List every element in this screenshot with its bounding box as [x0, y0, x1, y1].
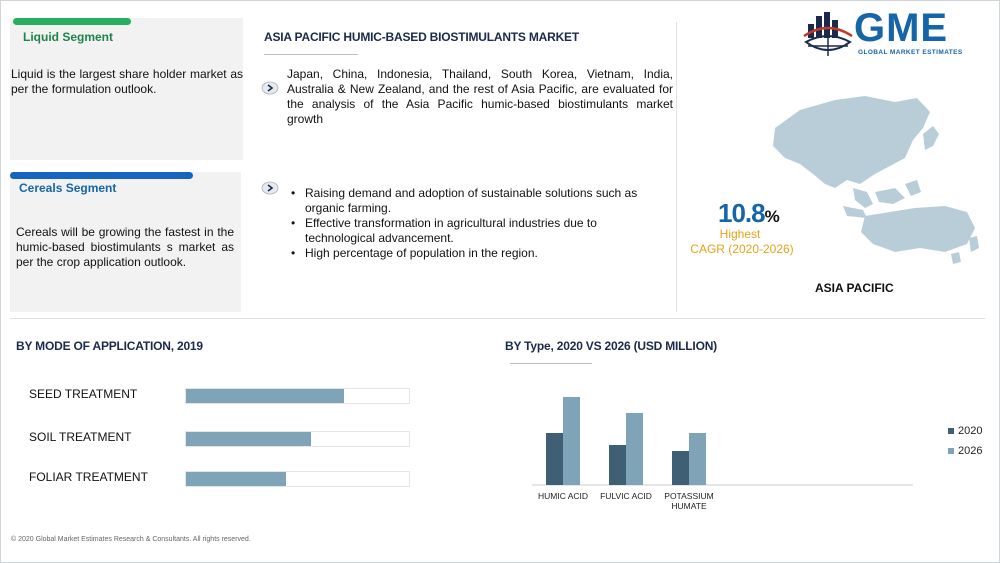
market-description: Japan, China, Indonesia, Thailand, South…	[287, 67, 673, 126]
cagr-unit: %	[764, 207, 780, 226]
cereals-segment-text: Cereals will be growing the fastest in t…	[16, 225, 234, 269]
liquid-segment-title: Liquid Segment	[23, 30, 113, 44]
legend-label: 2020	[958, 425, 982, 437]
mode-category-label: FOLIAR TREATMENT	[29, 470, 148, 484]
liquid-segment-text: Liquid is the largest share holder marke…	[11, 67, 243, 96]
horizontal-divider	[10, 318, 985, 319]
cagr-label-period: CAGR (2020-2026)	[690, 242, 794, 256]
driver-bullets: Raising demand and adoption of sustainab…	[289, 186, 669, 261]
liquid-accent-bar	[13, 18, 131, 25]
liquid-panel	[10, 18, 243, 160]
bullet-item: Raising demand and adoption of sustainab…	[289, 186, 669, 216]
type-bar-2020	[609, 445, 626, 485]
legend-swatch	[948, 428, 954, 434]
mode-bar-track	[185, 431, 410, 447]
mode-bar-track	[185, 388, 410, 404]
type-bar-2020	[546, 433, 563, 485]
type-bar-2026	[689, 433, 706, 485]
copyright-footer: © 2020 Global Market Estimates Research …	[11, 536, 251, 543]
bullet-item: Effective transformation in agricultural…	[289, 216, 669, 246]
type-category-label: POTASSIUM	[664, 491, 713, 501]
mode-bar-track	[185, 471, 410, 487]
cereals-panel	[10, 172, 241, 312]
title-underline	[264, 54, 358, 55]
globe-logo-icon	[803, 12, 853, 56]
asia-pacific-map	[773, 96, 979, 264]
mode-category-label: SEED TREATMENT	[29, 387, 138, 401]
vertical-divider	[676, 22, 677, 312]
arrow-right-icon	[261, 81, 279, 95]
mode-bar	[186, 432, 311, 446]
market-title: ASIA PACIFIC HUMIC-BASED BIOSTIMULANTS M…	[264, 30, 579, 44]
type-chart-title: BY Type, 2020 VS 2026 (USD MILLION)	[505, 339, 717, 353]
cagr-value: 10.8%	[718, 198, 780, 229]
logo-letters: GME	[854, 6, 949, 50]
legend-label: 2026	[958, 445, 982, 457]
legend-swatch	[948, 448, 954, 454]
mode-chart-title: BY MODE OF APPLICATION, 2019	[16, 339, 203, 353]
type-bar-2020	[672, 451, 689, 485]
mode-bar	[186, 472, 287, 486]
type-category-label: HUMIC ACID	[538, 491, 588, 501]
arrow-right-icon	[261, 181, 279, 195]
bullet-item: High percentage of population in the reg…	[289, 246, 669, 261]
cereals-accent-bar	[10, 172, 193, 179]
type-category-label: HUMATE	[671, 501, 707, 511]
mode-bar	[186, 389, 345, 403]
cagr-number: 10.8	[718, 198, 766, 228]
logo-tagline: GLOBAL MARKET ESTIMATES	[858, 49, 963, 56]
type-bar-2026	[563, 397, 580, 485]
type-bar-2026	[626, 413, 643, 485]
cereals-segment-title: Cereals Segment	[19, 181, 117, 195]
type-category-label: FULVIC ACID	[600, 491, 652, 501]
gme-logo: GME GLOBAL MARKET ESTIMATES	[802, 6, 988, 58]
cagr-label-highest: Highest	[719, 227, 761, 241]
region-label: ASIA PACIFIC	[815, 281, 894, 295]
mode-category-label: SOIL TREATMENT	[29, 430, 132, 444]
type-title-underline	[510, 363, 592, 364]
